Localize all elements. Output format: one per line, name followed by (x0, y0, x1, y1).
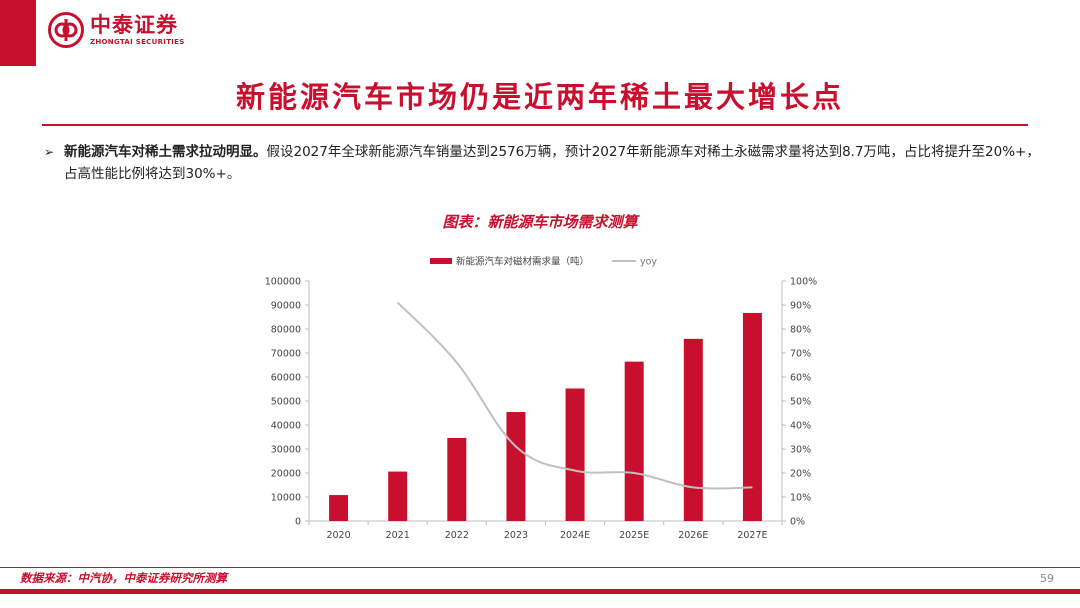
legend-bar-swatch (430, 258, 452, 264)
y-left-tick-label: 80000 (271, 325, 301, 336)
y-right-tick-label: 100% (790, 277, 817, 288)
y-left-tick-label: 60000 (271, 373, 301, 384)
y-right-tick-label: 20% (790, 469, 811, 480)
bar-2022 (447, 437, 467, 521)
bar-2027e (742, 312, 762, 521)
header-accent-bar (0, 0, 36, 66)
x-tick-label: 2025E (619, 530, 649, 541)
chart-caption: 图表：新能源车市场需求测算 (442, 213, 638, 231)
y-right-tick-label: 40% (790, 421, 811, 432)
y-left-tick-label: 50000 (271, 397, 301, 408)
x-tick-label: 2022 (445, 530, 469, 541)
x-tick-label: 2024E (560, 530, 590, 541)
legend-bar-label: 新能源汽车对磁材需求量（吨） (456, 256, 589, 268)
key-point-heading: 新能源汽车对稀土需求拉动明显。 (64, 144, 267, 160)
x-tick-label: 2027E (737, 530, 767, 541)
key-point-body: 假设2027年全球新能源汽车销量达到2576万辆，预计2027年新能源车对稀土永… (64, 144, 1040, 182)
y-right-tick-label: 90% (790, 301, 811, 312)
page-number: 59 (1040, 572, 1054, 585)
y-left-tick-label: 90000 (271, 301, 301, 312)
zhongtai-logo-icon (48, 12, 84, 48)
y-right-tick-label: 0% (790, 517, 805, 528)
bar-2023 (506, 412, 526, 521)
bar-2026e (683, 338, 703, 521)
bar-2025e (624, 361, 644, 521)
footer-divider (0, 567, 1080, 568)
footer-bar (0, 589, 1080, 594)
key-point: ➢ 新能源汽车对稀土需求拉动明显。假设2027年全球新能源汽车销量达到2576万… (44, 141, 1044, 185)
y-left-tick-label: 30000 (271, 445, 301, 456)
data-source: 数据来源：中汽协，中泰证券研究所测算 (20, 571, 227, 585)
company-logo: 中泰证券 ZHONGTAI SECURITIES (48, 12, 185, 48)
bullet-arrow-icon: ➢ (44, 145, 55, 159)
bar-2024e (565, 388, 585, 521)
bar-2021 (388, 471, 408, 521)
logo-name-en: ZHONGTAI SECURITIES (90, 37, 185, 46)
title-divider (42, 124, 1028, 126)
y-right-tick-label: 80% (790, 325, 811, 336)
yoy-series-line (396, 301, 753, 490)
y-right-tick-label: 70% (790, 349, 811, 360)
y-right-tick-label: 60% (790, 373, 811, 384)
y-right-tick-label: 30% (790, 445, 811, 456)
y-left-tick-label: 40000 (271, 421, 301, 432)
x-tick-label: 2023 (504, 530, 528, 541)
y-left-tick-label: 20000 (271, 469, 301, 480)
y-left-tick-label: 10000 (271, 493, 301, 504)
slide-title: 新能源汽车市场仍是近两年稀土最大增长点 (235, 80, 844, 114)
y-left-tick-label: 70000 (271, 349, 301, 360)
y-left-tick-label: 0 (295, 517, 301, 528)
bar-2020 (329, 495, 349, 521)
y-right-tick-label: 50% (790, 397, 811, 408)
legend-line-label: yoy (640, 257, 657, 268)
y-right-tick-label: 10% (790, 493, 811, 504)
y-left-tick-label: 100000 (265, 277, 301, 288)
x-tick-label: 2020 (326, 530, 350, 541)
x-tick-label: 2021 (386, 530, 410, 541)
logo-name-cn: 中泰证券 (90, 12, 178, 37)
x-tick-label: 2026E (678, 530, 708, 541)
